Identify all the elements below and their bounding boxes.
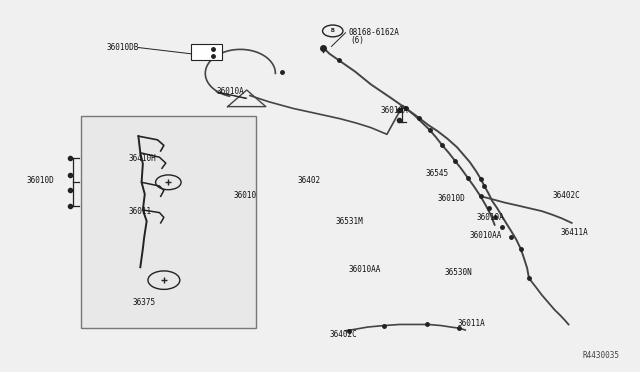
Text: (6): (6) [351,36,364,45]
Text: B: B [331,28,335,33]
Text: 08168-6162A: 08168-6162A [349,28,399,37]
Text: 36411A: 36411A [561,228,589,237]
Text: 36402: 36402 [298,176,321,185]
Text: 36011: 36011 [129,207,152,217]
Text: 36010: 36010 [234,191,257,200]
Text: 36545: 36545 [425,169,448,177]
Text: 36410H: 36410H [129,154,157,163]
Text: 36010A: 36010A [381,106,408,115]
Text: 36531M: 36531M [336,217,364,225]
Text: 36402C: 36402C [552,191,580,200]
Text: R4430035: R4430035 [582,350,620,359]
Bar [191,44,222,60]
Text: 36011A: 36011A [457,319,484,328]
Text: 36010A: 36010A [216,87,244,96]
Text: 36010D: 36010D [27,176,54,185]
Bar [81,116,256,328]
Text: 36375: 36375 [132,298,155,307]
Text: 36010DB: 36010DB [106,43,138,52]
Text: 36010AA: 36010AA [470,231,502,240]
Text: 36010D: 36010D [438,195,466,203]
Text: 36010A: 36010A [476,213,504,222]
Text: 36402C: 36402C [330,330,357,339]
Text: 36530N: 36530N [444,268,472,277]
Text: 36010AA: 36010AA [349,264,381,273]
